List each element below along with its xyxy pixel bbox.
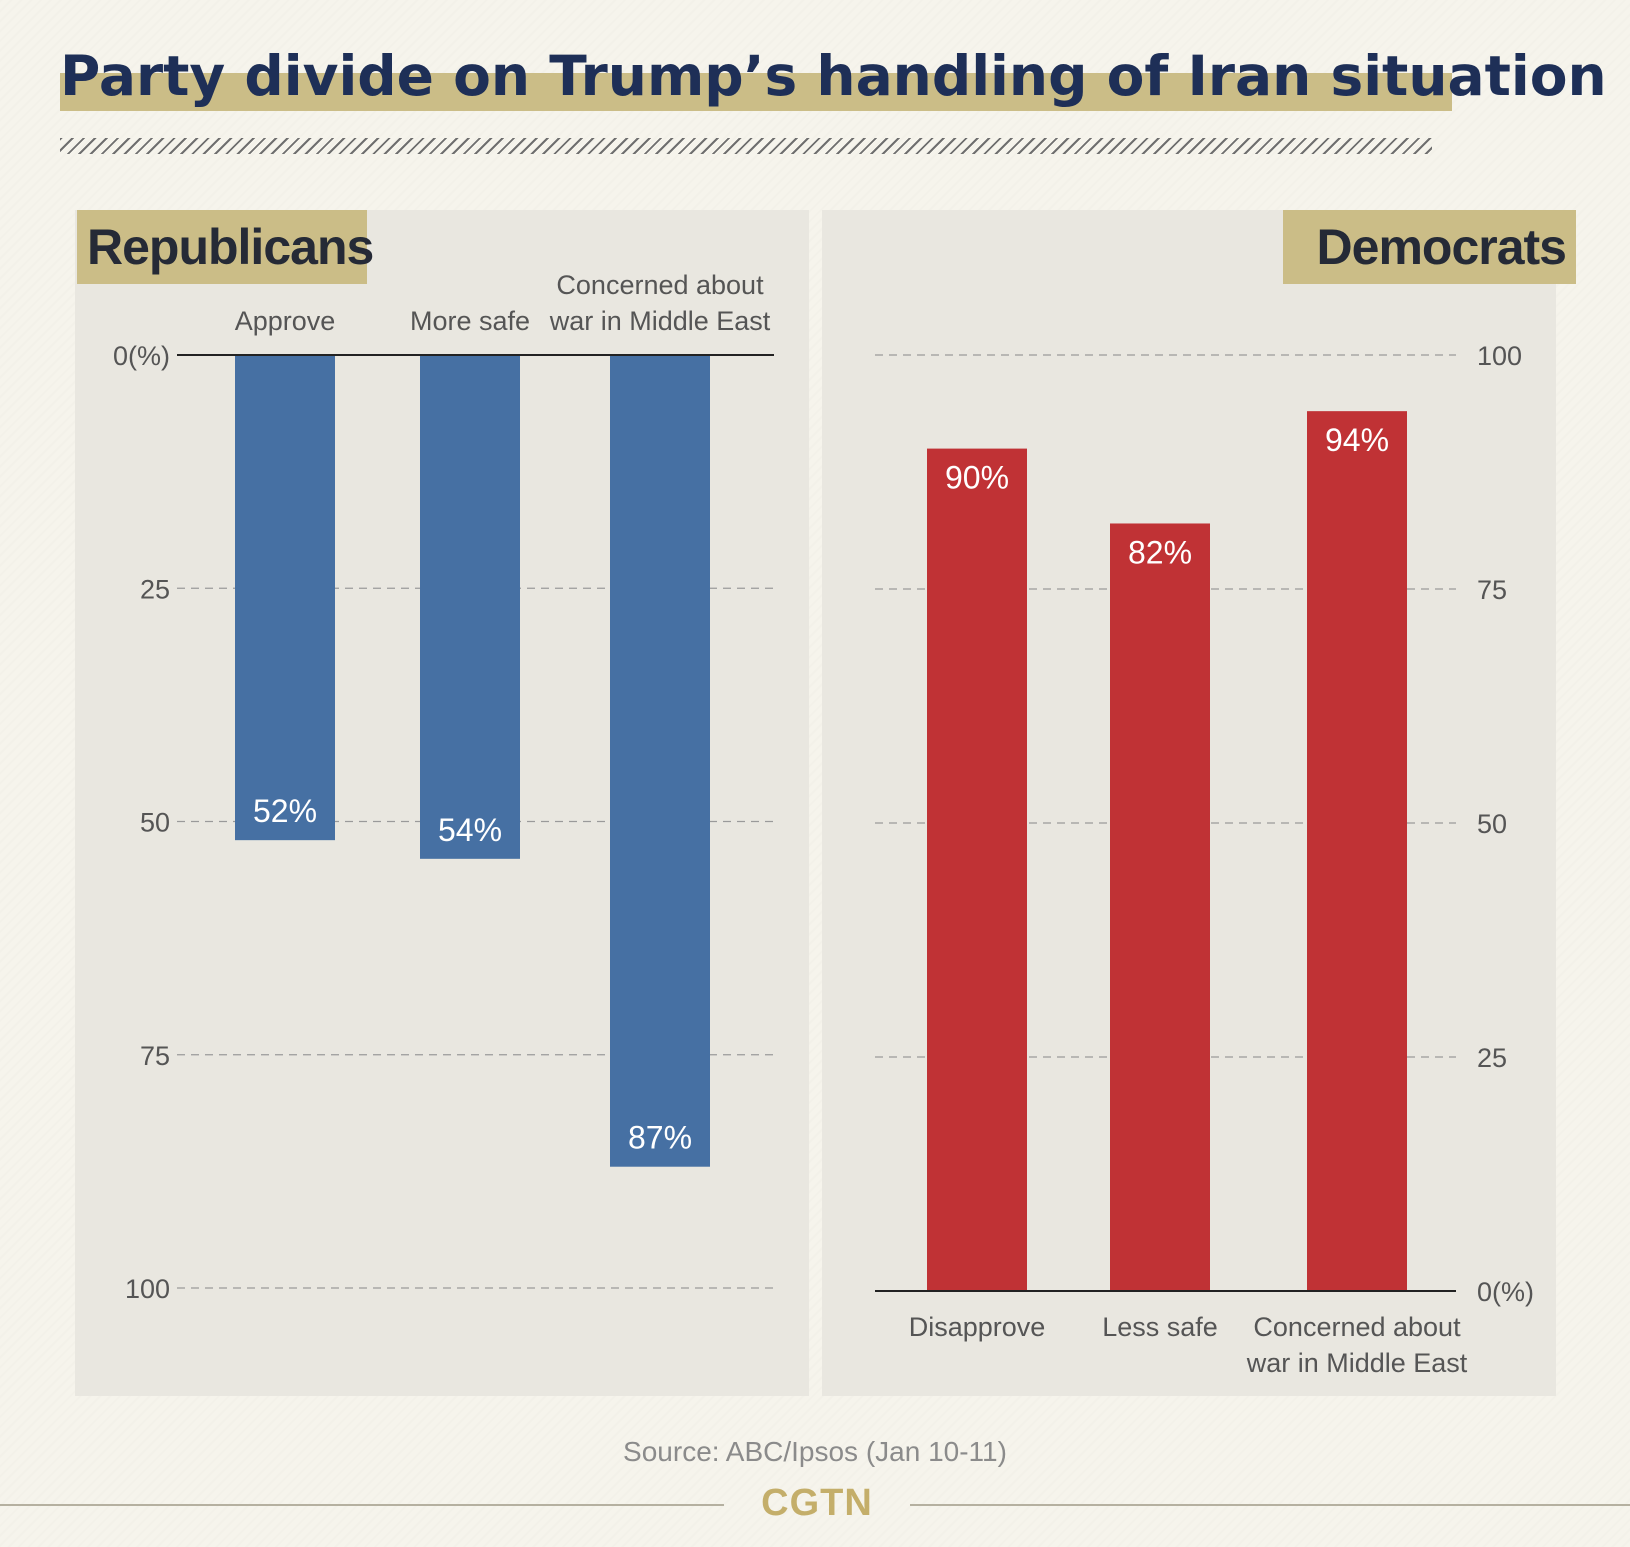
- democrat-bar: [1110, 523, 1210, 1291]
- republican-bar: [610, 355, 710, 1167]
- right-y-tick-label: 50: [1477, 809, 1507, 839]
- republican-category-label: Concerned about: [556, 270, 764, 300]
- left-y-tick-label: 100: [125, 1274, 170, 1304]
- republicans-label: Republicans: [77, 210, 374, 284]
- left-y-tick-label: 25: [140, 574, 170, 604]
- democrat-category-label: war in Middle East: [1246, 1348, 1468, 1378]
- cgtn-logo: CGTN: [761, 1482, 873, 1524]
- republican-bar-value-label: 87%: [628, 1120, 692, 1156]
- source-note: Source: ABC/Ipsos (Jan 10-11): [623, 1436, 1007, 1467]
- title-highlight: [60, 73, 1452, 111]
- right-y-tick-label: 75: [1477, 575, 1507, 605]
- right-y-tick-label: 25: [1477, 1043, 1507, 1073]
- title-hatch-divider: [60, 138, 1432, 154]
- left-y-tick-label: 50: [140, 808, 170, 838]
- republican-category-label: war in Middle East: [549, 306, 771, 336]
- democrat-category-label: Concerned about: [1253, 1312, 1461, 1342]
- republican-category-label: More safe: [410, 306, 530, 336]
- democrat-bar-value-label: 82%: [1128, 534, 1192, 570]
- democrat-category-label: Less safe: [1102, 1312, 1218, 1342]
- left-y-tick-label: 75: [140, 1041, 170, 1071]
- chart-title: Party divide on Trump’s handling of Iran…: [60, 44, 1607, 108]
- democrat-bar: [1307, 411, 1407, 1291]
- republican-bar: [420, 355, 520, 859]
- right-y-tick-label: 100: [1477, 341, 1522, 371]
- democrat-bar-value-label: 90%: [945, 460, 1009, 496]
- left-y-tick-label: 0(%): [113, 341, 170, 371]
- republican-bar: [235, 355, 335, 841]
- democrat-bar: [927, 448, 1027, 1292]
- democrat-category-label: Disapprove: [909, 1312, 1046, 1342]
- footer-divider-left: [0, 1504, 724, 1506]
- republican-category-label: Approve: [235, 306, 336, 336]
- right-y-tick-label: 0(%): [1477, 1277, 1534, 1307]
- republican-bar-value-label: 54%: [438, 812, 502, 848]
- democrats-label: Democrats: [1283, 210, 1576, 284]
- democrat-bar-value-label: 94%: [1325, 422, 1389, 458]
- footer-divider-right: [910, 1504, 1630, 1506]
- republican-bar-value-label: 52%: [253, 793, 317, 829]
